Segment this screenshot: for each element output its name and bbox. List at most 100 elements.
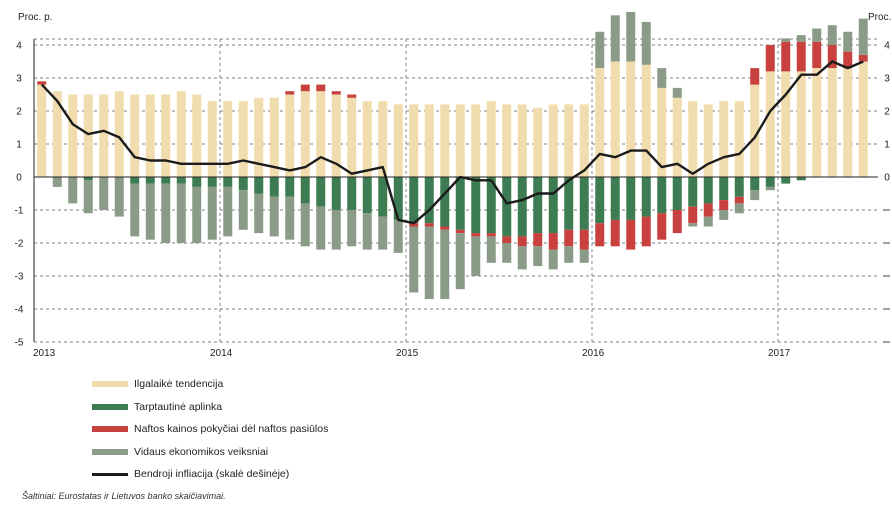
bar-segment (734, 177, 744, 197)
bar-segment (440, 226, 450, 230)
y-tick-label: -5 (15, 338, 24, 349)
legend-swatch-international (92, 403, 128, 410)
bar-segment (843, 68, 853, 177)
bar-segment (176, 91, 186, 177)
y-tick-label: 1 (16, 140, 22, 151)
bar-segment (610, 15, 620, 62)
bar-segment (688, 206, 698, 224)
bar-segment (626, 12, 636, 62)
bar-segment (719, 210, 729, 220)
bar-segment (781, 38, 791, 42)
bar-segment (176, 177, 186, 184)
y-tick-label: 4 (16, 41, 22, 52)
bar-segment (703, 216, 713, 227)
bar-segment (517, 246, 527, 270)
left-axis-unit-label: Proc. p. (18, 12, 52, 23)
bar-segment (827, 25, 837, 45)
bar-segment (657, 177, 667, 214)
bar-segment (331, 91, 341, 95)
bar-segment (347, 94, 357, 98)
bar-segment (579, 249, 589, 263)
bar-segment (486, 236, 496, 263)
bar-segment (858, 18, 868, 55)
right-y-tick-label: 0 (884, 173, 890, 184)
source-note: Šaltiniai: Eurostatas ir Lietuvos banko … (22, 491, 226, 501)
legend-swatch-long-term (92, 381, 128, 388)
bar-segment (145, 94, 155, 177)
bar-segment (424, 226, 434, 300)
bar-segment (719, 200, 729, 210)
bar-segment (409, 226, 419, 293)
bar-segment (672, 87, 682, 98)
bar-segment (796, 41, 806, 72)
legend-label-domestic: Vidaus ekonomikos veiksniai (134, 445, 269, 458)
bar-segment (750, 177, 760, 191)
bar-segment (641, 21, 651, 65)
bar-segment (502, 236, 512, 243)
bar-segment (641, 64, 651, 177)
bar-segment (68, 177, 78, 204)
bar-segment (765, 45, 775, 72)
bar-segment (347, 177, 357, 210)
bar-segment (486, 177, 496, 234)
bar-segment (610, 61, 620, 177)
bar-segment (471, 236, 481, 276)
bar-segment (285, 94, 295, 177)
bar-segment (750, 190, 760, 201)
bar-segment (812, 28, 822, 42)
bar-segment (161, 183, 171, 243)
bar-segment (858, 61, 868, 177)
bar-segment (657, 87, 667, 177)
bar-segment (610, 177, 620, 220)
legend-label-international: Tarptautinė aplinka (134, 400, 223, 413)
bar-segment (331, 210, 341, 250)
bar-segment (83, 177, 93, 181)
bar-segment (269, 97, 279, 177)
bar-segment (409, 177, 419, 224)
bar-segment (672, 177, 682, 210)
bar-segment (300, 84, 310, 92)
bar-segment (595, 223, 605, 247)
bar-segment (409, 104, 419, 177)
bar-segment (440, 229, 450, 300)
bar-segment (424, 223, 434, 227)
y-tick-label: -2 (15, 239, 24, 250)
bar-segment (393, 177, 403, 220)
bar-segment (657, 68, 667, 88)
bar-segment (812, 68, 822, 177)
legend-swatch-inflation-line (92, 472, 128, 476)
bar-segment (533, 246, 543, 267)
bars (37, 12, 868, 300)
bar-segment (83, 180, 93, 214)
bar-segment (223, 177, 233, 187)
bar-segment (471, 104, 481, 177)
bar-segment (316, 177, 326, 207)
bar-segment (316, 84, 326, 92)
bar-segment (424, 177, 434, 224)
bar-segment (176, 183, 186, 243)
bar-segment (207, 177, 217, 187)
bar-segment (52, 177, 62, 187)
bar-segment (564, 104, 574, 177)
bar-segment (192, 177, 202, 187)
bar-segment (192, 94, 202, 177)
bar-segment (796, 35, 806, 42)
bar-segment (734, 101, 744, 177)
bar-segment (331, 94, 341, 177)
bar-segment (145, 177, 155, 184)
legend: Ilgalaikė tendencija Tarptautinė aplinka… (92, 373, 328, 486)
bar-segment (502, 177, 512, 237)
bar-segment (765, 71, 775, 177)
bar-segment (672, 97, 682, 177)
bar-segment (734, 203, 744, 214)
inflation-line-layer (40, 60, 864, 225)
legend-item: Tarptautinė aplinka (92, 396, 328, 419)
bar-segment (688, 101, 698, 177)
bar-segment (734, 196, 744, 204)
bar-segment (626, 61, 636, 177)
bar-segment (300, 203, 310, 247)
bar-segment (99, 94, 109, 177)
inflation-line (40, 60, 864, 225)
bar-segment (223, 101, 233, 177)
